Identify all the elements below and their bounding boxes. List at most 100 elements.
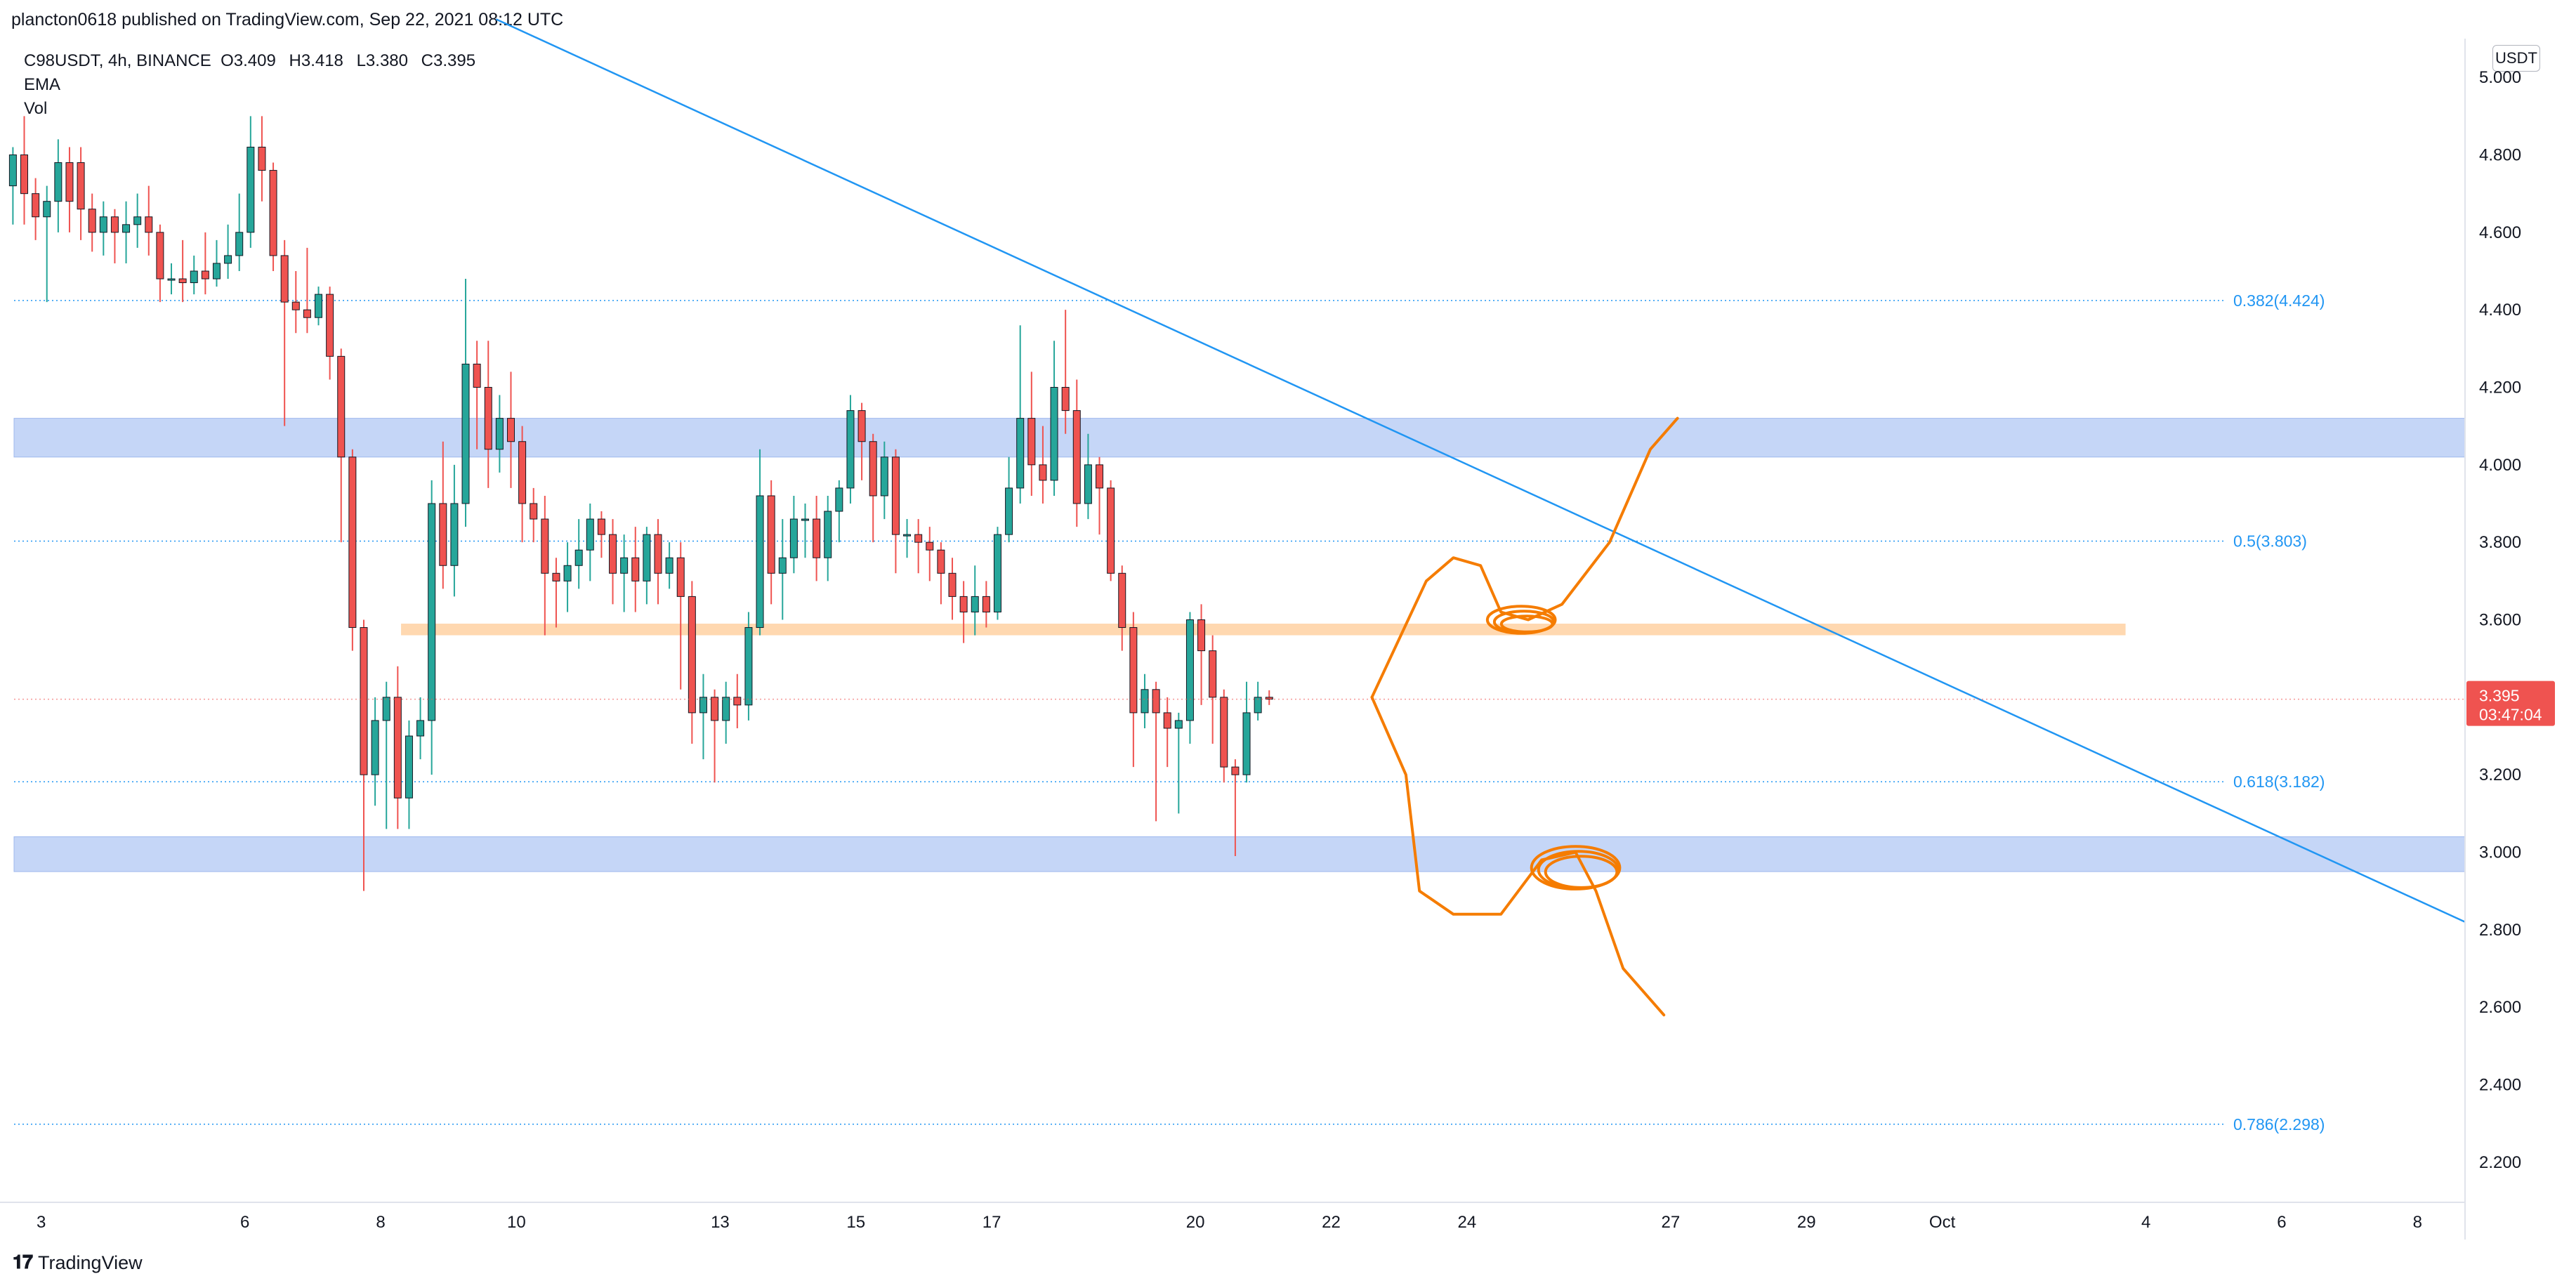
candle-body xyxy=(1005,487,1013,535)
zones-layer xyxy=(13,418,2466,872)
candle-body xyxy=(971,596,979,612)
price-tick-label: 4.400 xyxy=(2479,301,2521,320)
candle-body xyxy=(32,193,40,218)
candle-body xyxy=(813,518,821,558)
candle-body xyxy=(156,232,164,280)
time-tick-label: Oct xyxy=(1929,1213,1956,1232)
candle-body xyxy=(586,518,594,551)
candle-body xyxy=(382,697,390,721)
candle-body xyxy=(891,456,900,535)
candle-body xyxy=(665,557,673,574)
time-tick-label: 24 xyxy=(1458,1213,1477,1232)
footer-brand: TradingView xyxy=(38,1251,143,1273)
candle-body xyxy=(880,456,888,497)
candle-body xyxy=(1084,464,1092,504)
candle-body xyxy=(631,557,640,581)
time-tick-label: 10 xyxy=(507,1213,526,1232)
candle-body xyxy=(609,534,617,574)
close-value: C3.395 xyxy=(421,51,476,70)
candle-body xyxy=(846,410,855,489)
candle-body xyxy=(371,720,379,775)
time-tick-label: 3 xyxy=(37,1213,46,1232)
candle-body xyxy=(439,503,447,566)
time-tick-label: 8 xyxy=(376,1213,385,1232)
current-price-tag xyxy=(2466,681,2555,726)
target-circle-2 xyxy=(1544,855,1619,889)
price-tick-label: 5.000 xyxy=(2479,68,2521,87)
candle-body xyxy=(190,270,198,284)
bullish-scenario-path xyxy=(1370,416,1679,699)
candle-body xyxy=(20,155,29,195)
price-tick-label: 2.400 xyxy=(2479,1076,2521,1095)
candle-body xyxy=(789,518,798,558)
axes-layer: 5.000 4.800 4.600 4.400 4.200 4.000 3.800 3.600… xyxy=(0,39,2555,1240)
orange-zone xyxy=(401,624,2126,636)
candle-body xyxy=(756,495,764,629)
candle-body xyxy=(303,309,311,318)
candle-body xyxy=(903,534,912,537)
price-tick-label: 4.800 xyxy=(2479,146,2521,165)
price-tick-label: 2.800 xyxy=(2479,921,2521,940)
time-tick-label: 13 xyxy=(711,1213,730,1232)
candle-body xyxy=(495,418,504,450)
candle-body xyxy=(1096,464,1104,489)
candle-body xyxy=(948,572,957,597)
candle-body xyxy=(65,162,74,202)
symbol-label[interactable]: C98USDT, 4h, BINANCE xyxy=(24,51,211,70)
price-tick-label: 4.600 xyxy=(2479,223,2521,242)
open-value: O3.409 xyxy=(221,51,276,70)
price-tick-label: 3.000 xyxy=(2479,843,2521,862)
volume-indicator-label[interactable]: Vol xyxy=(24,99,48,118)
candle-body xyxy=(835,487,843,512)
candle-body xyxy=(643,534,651,581)
candle-body xyxy=(450,503,459,566)
candle-body xyxy=(348,456,357,629)
candle-body xyxy=(1220,697,1228,768)
candle-body xyxy=(869,441,877,497)
candle-body xyxy=(201,270,209,280)
candle-body xyxy=(247,146,255,233)
ema-indicator-label[interactable]: EMA xyxy=(24,75,61,94)
candle-body xyxy=(337,355,346,458)
candle-body xyxy=(1027,418,1036,466)
candle-body xyxy=(574,549,583,566)
candle-body xyxy=(110,216,119,233)
time-tick-label: 8 xyxy=(2413,1213,2422,1232)
candle-body xyxy=(99,216,107,233)
candle-body xyxy=(914,534,923,543)
candle-body xyxy=(1050,387,1058,481)
candle-body xyxy=(212,263,221,280)
candle-body xyxy=(1185,619,1194,721)
candle-body xyxy=(801,518,809,521)
candle-body xyxy=(393,697,402,799)
candle-body xyxy=(416,720,425,737)
time-tick-label: 20 xyxy=(1186,1213,1205,1232)
candle-body xyxy=(1152,689,1160,714)
currency-badge[interactable]: USDT xyxy=(2492,45,2540,72)
descending-trendline xyxy=(495,18,2466,923)
price-tick-label: 3.800 xyxy=(2479,533,2521,552)
price-tick-label: 4.000 xyxy=(2479,456,2521,475)
candle-body xyxy=(291,301,300,310)
target-circle-1 xyxy=(1499,615,1554,633)
candle-body xyxy=(824,511,832,558)
candle-body xyxy=(597,518,605,535)
bearish-scenario-path xyxy=(1370,695,1666,1017)
high-value: H3.418 xyxy=(289,51,343,70)
candle-body xyxy=(926,541,934,551)
candle-body xyxy=(959,596,968,612)
candle-body xyxy=(428,503,436,721)
candle-body xyxy=(224,255,232,264)
time-tick-label: 17 xyxy=(983,1213,1001,1232)
candle-body xyxy=(1072,410,1081,504)
fib-label-1: 0.382(4.424) xyxy=(2233,291,2325,310)
publish-line: plancton0618 published on TradingView.co… xyxy=(11,10,564,29)
candle-body xyxy=(676,557,685,597)
candle-body xyxy=(1163,712,1171,729)
ohlc-row: C98USDT, 4h, BINANCE O3.409 H3.418 L3.38… xyxy=(24,49,484,73)
candle-body xyxy=(778,557,787,574)
candle-body xyxy=(43,201,51,218)
candle-body xyxy=(122,224,131,233)
tradingview-footer[interactable]: 𝟏𝟕 TradingView xyxy=(13,1251,143,1274)
